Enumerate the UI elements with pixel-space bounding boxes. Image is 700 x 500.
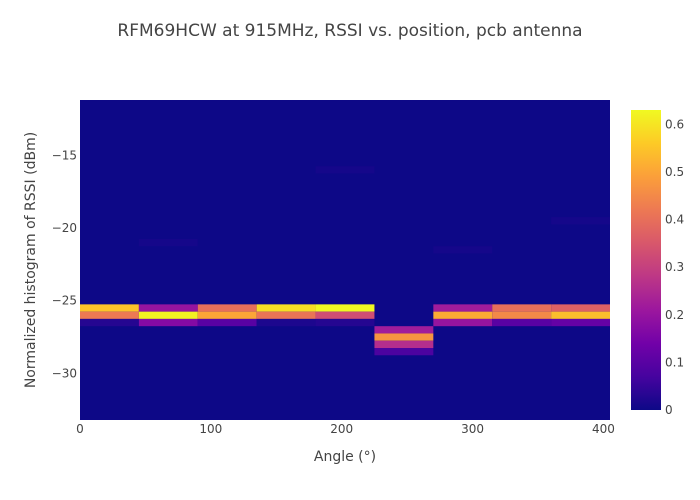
colorbar-tick-label: 0.2 xyxy=(665,308,684,322)
heatmap-cell[interactable] xyxy=(138,311,198,319)
heatmap-cell[interactable] xyxy=(80,304,139,312)
heatmap-cell[interactable] xyxy=(492,311,552,319)
y-tick-label: −30 xyxy=(52,366,77,380)
x-tick-label: 0 xyxy=(76,422,84,436)
plot-area[interactable] xyxy=(80,100,610,420)
heatmap-cell[interactable] xyxy=(197,304,257,312)
heatmap-cell[interactable] xyxy=(551,318,610,327)
y-axis-label: Normalized histogram of RSSI (dBm) xyxy=(23,132,39,388)
heatmap-cell[interactable] xyxy=(197,318,257,327)
x-axis-ticks: 0 100 200 300 400 xyxy=(76,422,615,436)
heatmap-cell[interactable] xyxy=(138,304,198,312)
x-tick-label: 100 xyxy=(199,422,222,436)
heatmap-cell[interactable] xyxy=(374,326,434,334)
x-tick-label: 400 xyxy=(592,422,615,436)
heatmap-cell[interactable] xyxy=(315,318,375,327)
heatmap-cell[interactable] xyxy=(256,318,316,327)
heatmap-cell[interactable] xyxy=(551,311,610,319)
colorbar-tick-label: 0.4 xyxy=(665,213,684,227)
y-tick-label: −15 xyxy=(52,148,77,162)
heatmap-cell[interactable] xyxy=(551,217,610,225)
heatmap-cell[interactable] xyxy=(315,304,375,312)
colorbar-tick-label: 0.3 xyxy=(665,260,684,274)
heatmap-cell[interactable] xyxy=(138,238,198,247)
heatmap-cell[interactable] xyxy=(374,333,434,341)
colorbar-tick-label: 0 xyxy=(665,403,673,417)
x-tick-label: 200 xyxy=(330,422,353,436)
heatmap-cell[interactable] xyxy=(374,340,434,348)
heatmap-cells xyxy=(80,166,610,356)
heatmap-cell[interactable] xyxy=(138,318,198,327)
chart-title: RFM69HCW at 915MHz, RSSI vs. position, p… xyxy=(117,21,582,41)
heatmap-cell[interactable] xyxy=(551,304,610,312)
heatmap-cell[interactable] xyxy=(315,166,375,174)
heatmap-cell[interactable] xyxy=(433,304,493,312)
heatmap-cell[interactable] xyxy=(433,246,493,254)
heatmap-cell[interactable] xyxy=(374,348,434,356)
colorbar[interactable] xyxy=(631,110,661,410)
heatmap-cell[interactable] xyxy=(433,311,493,319)
colorbar-tick-label: 0.5 xyxy=(665,165,684,179)
colorbar-tick-label: 0.1 xyxy=(665,355,684,369)
heatmap-cell[interactable] xyxy=(80,311,139,319)
heatmap-cell[interactable] xyxy=(492,304,552,312)
y-axis-ticks: −30 −25 −20 −15 xyxy=(52,148,77,380)
heatmap-cell[interactable] xyxy=(256,311,316,319)
heatmap-cell[interactable] xyxy=(256,304,316,312)
heatmap-cell[interactable] xyxy=(315,311,375,319)
colorbar-tick-label: 0.6 xyxy=(665,117,684,131)
colorbar-ticks: 0 0.1 0.2 0.3 0.4 0.5 0.6 xyxy=(665,117,684,417)
heatmap-cell[interactable] xyxy=(492,318,552,327)
x-axis-label: Angle (°) xyxy=(314,449,376,465)
heatmap-cell[interactable] xyxy=(80,318,139,327)
heatmap-cell[interactable] xyxy=(197,311,257,319)
x-tick-label: 300 xyxy=(461,422,484,436)
heatmap-cell[interactable] xyxy=(433,318,493,327)
y-tick-label: −25 xyxy=(52,294,77,308)
y-tick-label: −20 xyxy=(52,221,77,235)
